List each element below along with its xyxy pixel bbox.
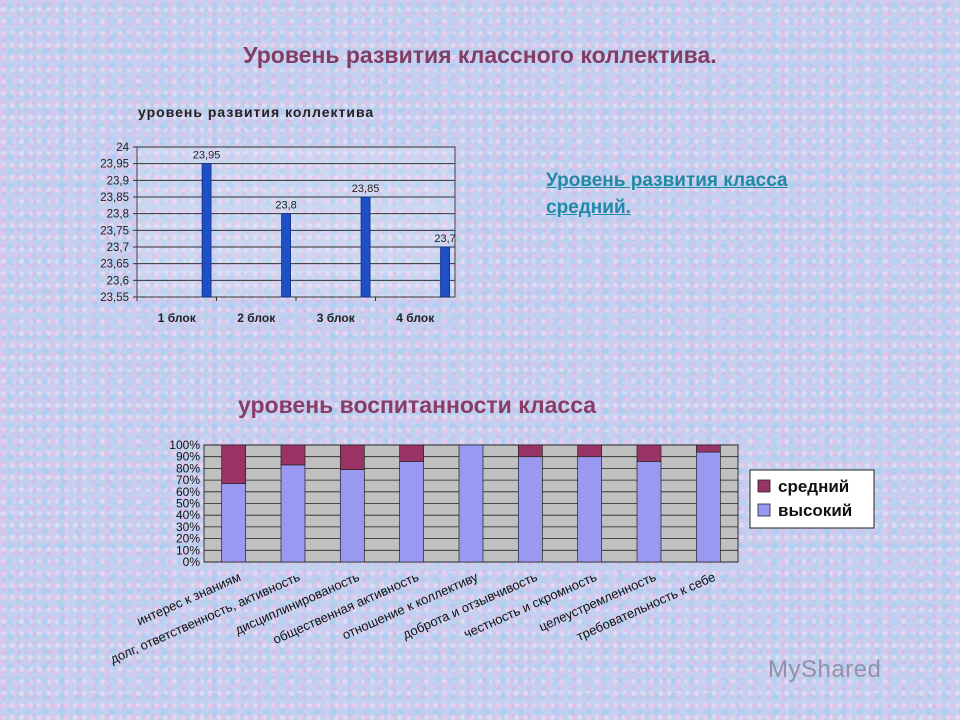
- chart1-title: уровень развития коллектива: [138, 104, 374, 120]
- chart1-ytick-label: 23,6: [107, 275, 129, 287]
- chart1-ytick-label: 23,65: [100, 259, 129, 271]
- chart1-plot-area: [136, 146, 456, 298]
- chart2-title: уровень воспитанности класса: [238, 392, 596, 418]
- chart1-bar: [440, 246, 450, 298]
- chart1-ytick-label: 23,55: [100, 292, 129, 304]
- chart1-bar: [201, 163, 212, 298]
- chart2-bar-high: [221, 483, 247, 563]
- page-title: Уровень развития классного коллектива.: [243, 42, 717, 68]
- chart2-bar-medium: [399, 444, 425, 462]
- summary-link[interactable]: Уровень развития класса средний.: [546, 170, 788, 218]
- chart1-ytick-label: 23,7: [107, 242, 129, 254]
- chart2-ytick-label: 20%: [176, 532, 200, 546]
- chart1-xtick-label: 1 блок: [158, 311, 197, 325]
- chart2-bar-high: [695, 451, 721, 563]
- chart1-data-label: 23,7: [434, 233, 455, 245]
- chart2-legend-box: [749, 469, 875, 529]
- chart1-ytick-label: 23,85: [100, 192, 129, 204]
- chart2-bar-medium: [695, 444, 721, 453]
- chart2-bar-medium: [517, 444, 543, 458]
- chart2-legend-swatch: [757, 479, 771, 493]
- chart1-ytick-label: 24: [116, 142, 129, 154]
- chart2-ytick-label: 0%: [183, 555, 201, 569]
- chart2-bar-high: [399, 461, 425, 563]
- chart1-ytick-label: 23,9: [107, 175, 129, 187]
- chart2-bar-high: [577, 456, 603, 563]
- watermark-text: MyShared: [768, 656, 882, 683]
- chart1-ytick-label: 23,75: [100, 225, 129, 237]
- chart2-bar-medium: [221, 444, 247, 484]
- chart2-bar-medium: [339, 444, 365, 470]
- chart1-data-label: 23,95: [193, 150, 221, 162]
- chart2-bar-medium: [577, 444, 603, 458]
- chart2-legend-label: средний: [778, 477, 849, 496]
- chart2-bar-high: [458, 444, 484, 563]
- chart2-ytick-label: 30%: [176, 520, 200, 534]
- chart2-ytick-label: 70%: [176, 473, 200, 487]
- chart1-ytick-label: 23,8: [107, 209, 129, 221]
- chart2-bar-medium: [280, 444, 306, 466]
- chart1-xtick-label: 3 блок: [317, 311, 356, 325]
- chart2-ytick-label: 40%: [176, 508, 200, 522]
- chart2-ytick-label: 90%: [176, 450, 200, 464]
- chart2-ytick-label: 60%: [176, 485, 200, 499]
- chart1-xtick-label: 2 блок: [237, 311, 276, 325]
- chart2-legend-label: высокий: [778, 501, 852, 520]
- chart2-ytick-label: 10%: [176, 543, 200, 557]
- chart1-bar: [281, 213, 291, 298]
- chart1-xtick-label: 4 блок: [396, 311, 435, 325]
- chart2-ytick-label: 50%: [176, 497, 200, 511]
- watermark-logo: MyShared: [768, 656, 881, 684]
- chart2-bar-high: [339, 469, 365, 563]
- chart2-bar-high: [517, 456, 543, 563]
- chart1-ytick-label: 23,95: [100, 159, 129, 171]
- chart1-data-label: 23,85: [352, 183, 380, 195]
- chart2-ytick-label: 100%: [169, 438, 200, 452]
- chart1-data-label: 23,8: [275, 200, 296, 212]
- chart2-legend-swatch: [757, 503, 771, 517]
- chart2-ytick-label: 80%: [176, 461, 200, 475]
- chart2-bar-high: [280, 464, 306, 563]
- chart2-bar-medium: [636, 444, 662, 462]
- chart2-bar-high: [636, 461, 662, 563]
- chart1-bar: [360, 196, 371, 298]
